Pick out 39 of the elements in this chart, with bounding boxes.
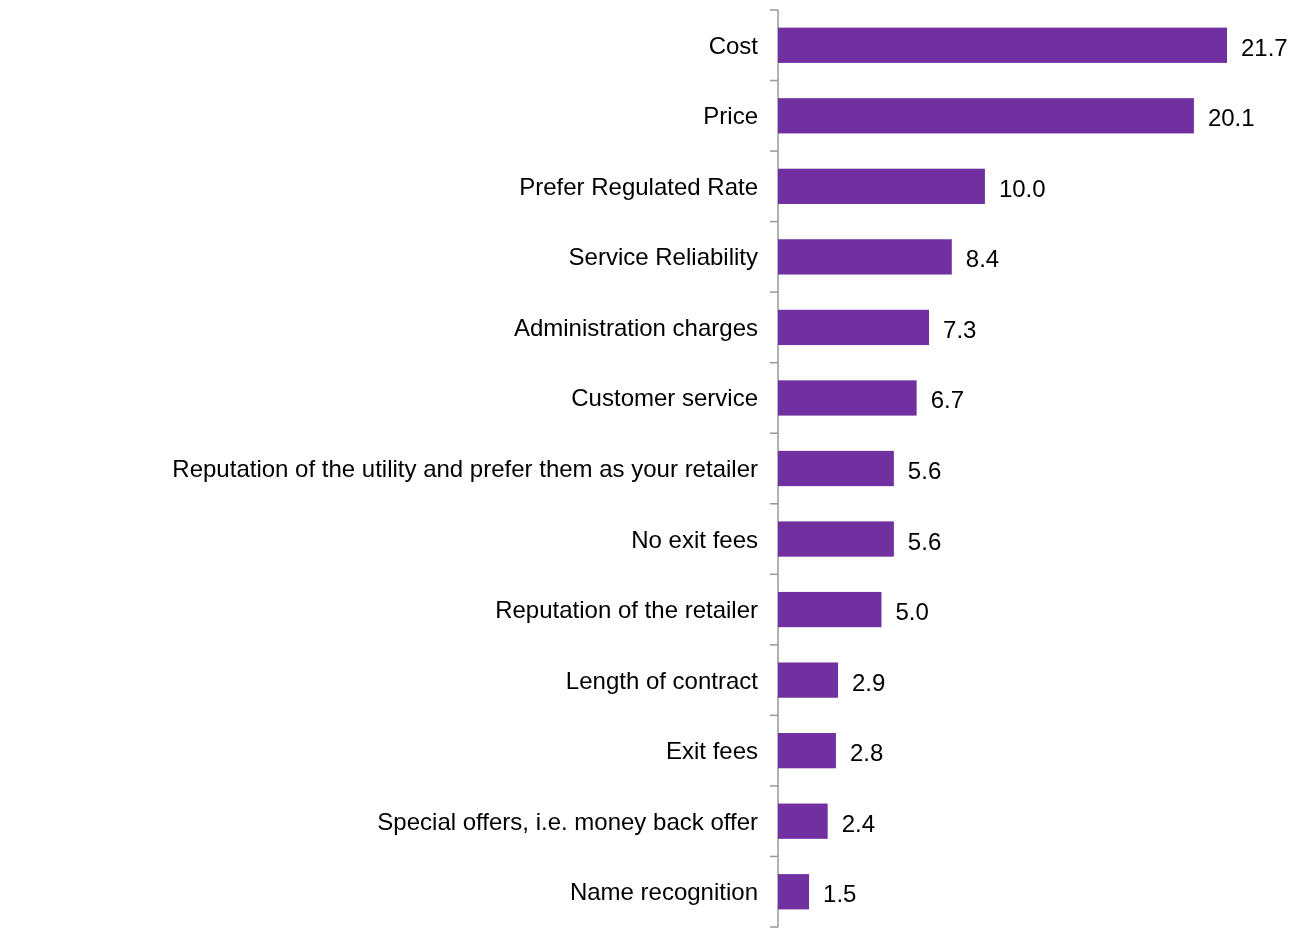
data-label: 5.6	[907, 527, 942, 555]
y-tick-label: Service Reliability	[568, 243, 758, 271]
data-label: 21.7	[1241, 33, 1288, 61]
y-tick-label: Prefer Regulated Rate	[519, 172, 758, 200]
y-tick-label: Length of contract	[565, 666, 759, 694]
y-tick-label: Exit fees	[665, 737, 758, 765]
y-tick-label: Reputation of the retailer	[495, 596, 759, 624]
data-label: 5.0	[895, 598, 929, 626]
bar	[778, 662, 838, 698]
y-tick-label: No exit fees	[631, 525, 758, 553]
bar	[778, 309, 930, 346]
bar	[778, 803, 828, 839]
bar	[778, 380, 917, 416]
y-tick-label: Price	[703, 102, 758, 130]
bar	[778, 98, 1194, 134]
data-label: 2.8	[849, 739, 884, 767]
y-tick-label: Customer service	[571, 384, 758, 412]
y-tick-label: Cost	[708, 31, 759, 59]
data-label: 6.7	[930, 386, 965, 414]
y-tick-label: Special offers, i.e. money back offer	[377, 807, 758, 835]
data-label: 2.9	[852, 668, 886, 696]
bar	[778, 27, 1227, 63]
data-label: 7.3	[943, 315, 977, 343]
bar	[778, 591, 882, 628]
y-tick-label: Administration charges	[513, 313, 758, 341]
data-label: 2.4	[841, 809, 876, 837]
bar	[778, 521, 894, 557]
bar	[778, 239, 952, 275]
bar	[778, 874, 810, 910]
data-label: 10.0	[998, 174, 1046, 202]
data-label: 5.6	[907, 457, 942, 484]
bar	[778, 450, 894, 487]
bar	[778, 168, 985, 204]
data-label: 20.1	[1207, 104, 1255, 132]
bar	[778, 733, 836, 769]
data-label: 8.4	[965, 245, 1000, 273]
data-label: 1.5	[823, 880, 857, 908]
y-tick-label: Name recognition	[569, 878, 758, 906]
y-tick-label: Reputation of the utility and prefer them as your retailer	[172, 455, 758, 482]
